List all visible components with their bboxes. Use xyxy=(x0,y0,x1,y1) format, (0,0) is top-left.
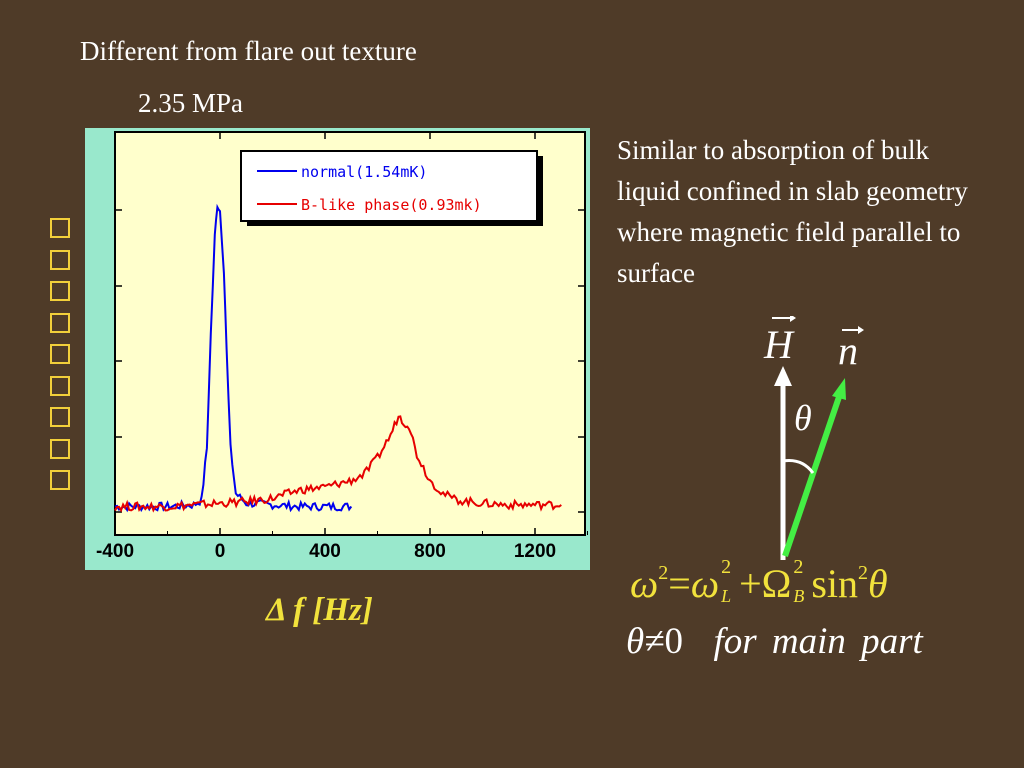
x-tick-label: 0 xyxy=(215,541,226,562)
y-label-glyph-box xyxy=(50,312,70,333)
formula-sub-L: L xyxy=(721,586,732,606)
formula-exp: 2 xyxy=(658,562,669,584)
formula-sin: sin xyxy=(811,561,859,606)
pressure-label: 2.35 MPa xyxy=(138,88,244,118)
y-axis-label xyxy=(50,218,76,502)
y-label-glyph-box xyxy=(50,375,70,396)
vector-n-arrow-tip xyxy=(858,326,864,334)
y-label-glyph-box xyxy=(50,438,70,459)
dispersion-formula: ω2=ω 2 L +Ω 2 B sin2θ xyxy=(630,556,888,607)
normal-arrowhead xyxy=(832,378,846,400)
x-tick-label: 1200 xyxy=(514,541,556,562)
y-label-glyph-box xyxy=(50,470,70,490)
formula-sub-B: B xyxy=(793,586,805,606)
formula-omega-L: ω xyxy=(690,561,720,606)
formula-omega: ω xyxy=(630,561,659,606)
formula-exp-sin: 2 xyxy=(858,562,869,584)
x-tick-label: 400 xyxy=(309,541,341,562)
y-label-glyph-box xyxy=(50,281,70,301)
vector-diagram: H n θ xyxy=(763,316,864,560)
formula-exp-L: 2 xyxy=(721,556,732,578)
slide-title: Different from flare out texture xyxy=(80,36,417,66)
formula-Omega-B: Ω xyxy=(761,561,792,606)
formula-plus: + xyxy=(739,561,762,606)
x-ticks: -400 0 400 800 1200 xyxy=(96,132,588,562)
legend: normal(1.54mK) B-like phase(0.93mk) xyxy=(240,150,543,226)
y-label-glyph-box xyxy=(50,407,70,427)
y-label-glyph-box xyxy=(50,218,70,238)
condition-lhs: θ≠ xyxy=(626,621,665,662)
y-ticks xyxy=(115,209,585,513)
x-axis-label: Δ f [Hz] xyxy=(266,592,373,628)
legend-label-b-like: B-like phase(0.93mk) xyxy=(301,196,482,214)
condition-text: θ≠0 for main part xyxy=(626,620,923,663)
description: Similar to absorption of bulk liquid con… xyxy=(617,135,968,288)
legend-label-normal: normal(1.54mK) xyxy=(301,163,427,181)
series-normal-line xyxy=(114,203,353,513)
condition-words: for main part xyxy=(713,621,923,662)
formula-exp-B: 2 xyxy=(793,556,804,578)
chart: -400 0 400 800 1200 normal(1.54mK) B-like ph… xyxy=(85,128,590,570)
formula-theta: θ xyxy=(868,561,888,606)
y-label-glyph-box xyxy=(50,249,70,270)
condition-zero: 0 xyxy=(664,621,683,662)
series-b-like-line xyxy=(114,415,562,513)
vector-n-label: n xyxy=(838,328,858,373)
normal-vector-n xyxy=(782,393,843,557)
formula-equals: = xyxy=(668,561,691,606)
x-tick-label: 800 xyxy=(414,541,446,562)
vector-H-label: H xyxy=(763,322,795,367)
angle-arc xyxy=(782,459,815,474)
theta-label: θ xyxy=(794,398,812,438)
y-label-glyph-box xyxy=(50,344,70,364)
legend-box xyxy=(240,150,538,222)
vector-H-arrow-tip xyxy=(790,316,796,322)
series-layer xyxy=(114,203,562,513)
field-arrowhead xyxy=(774,366,792,386)
x-tick-label: -400 xyxy=(96,541,134,562)
